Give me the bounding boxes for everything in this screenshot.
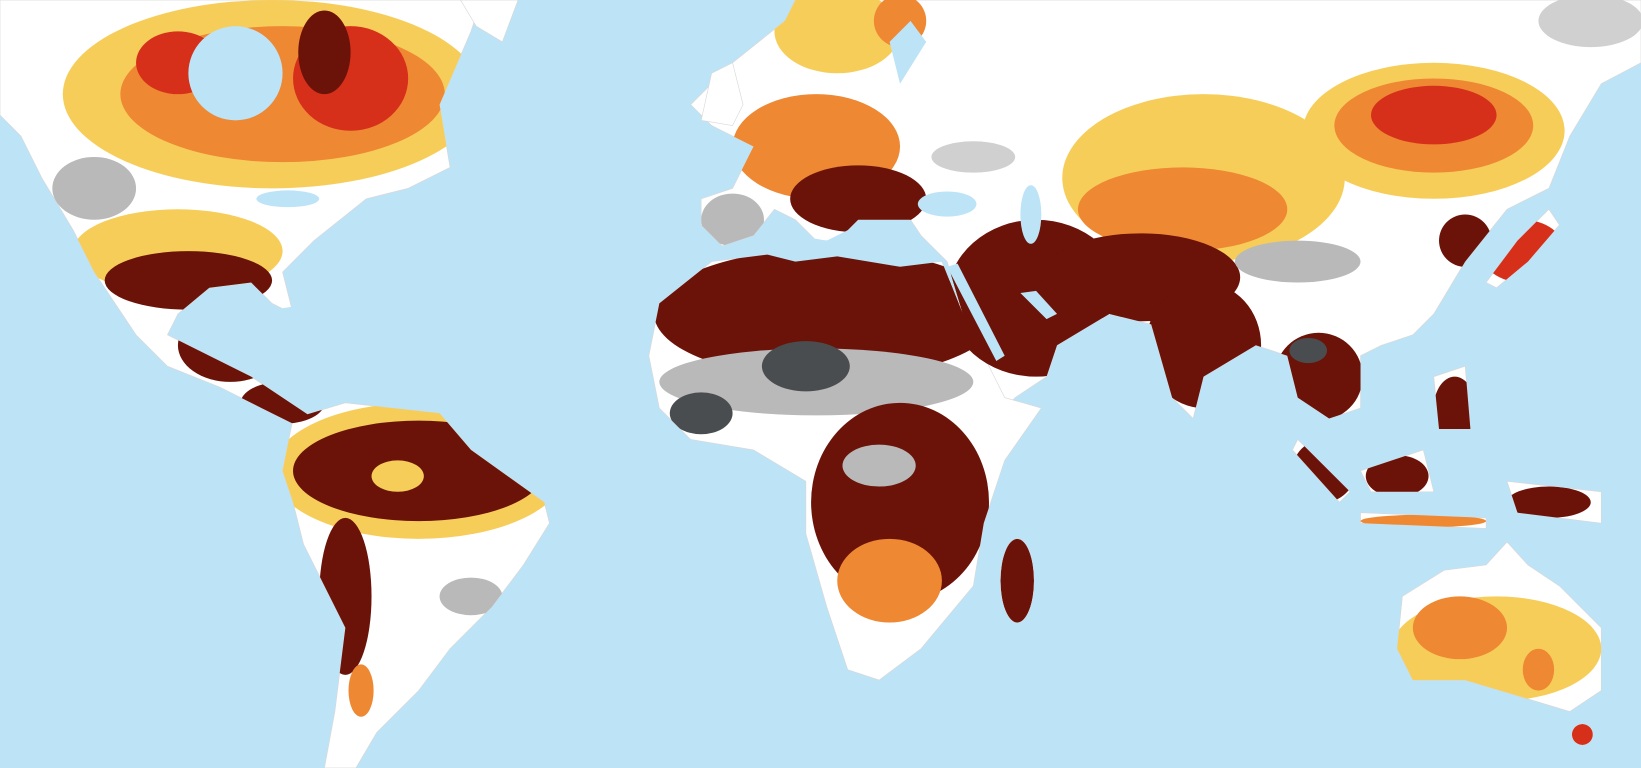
mediterranean: [753, 224, 942, 267]
zone-extreme: [790, 165, 927, 233]
zone-low: [931, 141, 1016, 173]
zone-low: [1538, 0, 1641, 48]
red-sea: [947, 263, 1005, 361]
zone-low: [52, 156, 137, 220]
inland-seas: [188, 20, 1058, 361]
zone-extreme: [1365, 455, 1429, 498]
zone-moderate: [371, 460, 424, 492]
zone-high: [348, 664, 374, 717]
heat-overlay: [52, 0, 1641, 745]
zone-high: [837, 538, 942, 623]
zone-high: [1522, 648, 1555, 691]
zone-lowest: [669, 392, 733, 435]
gulf-of-mexico: [245, 303, 335, 335]
zone-low: [701, 193, 764, 246]
zone-severe: [1370, 85, 1497, 145]
zone-extreme: [1433, 376, 1476, 440]
zone-lowest: [1289, 337, 1328, 364]
zone-lowest: [761, 341, 850, 392]
zone-high: [1360, 514, 1487, 528]
greenland: [460, 0, 519, 43]
baltic-sea: [889, 20, 927, 84]
zone-high: [1077, 167, 1288, 252]
persian-gulf: [1020, 290, 1058, 320]
zone-severe: [1571, 724, 1593, 745]
zone-low: [439, 577, 503, 616]
zone-extreme: [1507, 486, 1591, 518]
zone-low: [1234, 240, 1361, 283]
zone-extreme: [298, 10, 351, 95]
great-lakes: [256, 190, 320, 208]
caspian-sea: [1020, 185, 1042, 244]
zone-extreme: [654, 249, 1000, 379]
hudson-bay: [188, 26, 283, 121]
zone-moderate: [774, 0, 901, 74]
zone-high: [1412, 596, 1508, 660]
britain: [700, 62, 744, 126]
black-sea: [917, 191, 977, 217]
zone-low: [842, 444, 916, 487]
zone-extreme: [1000, 538, 1034, 623]
